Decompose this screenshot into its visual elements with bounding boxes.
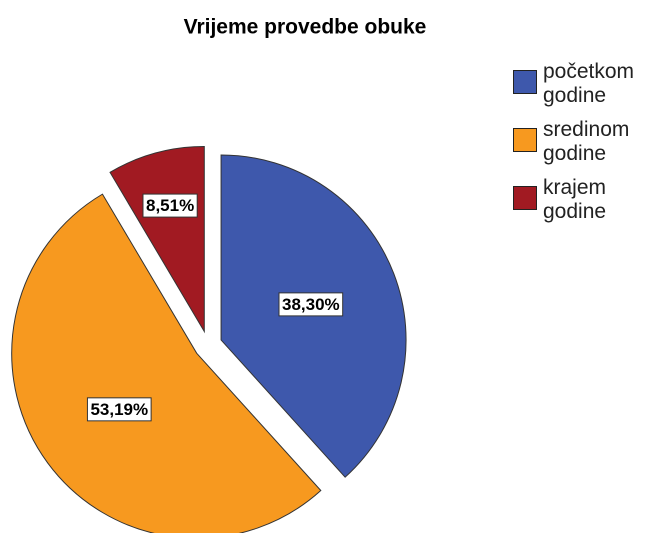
legend-swatch [513, 186, 537, 210]
legend-item: sredinom godine [513, 118, 653, 166]
legend-label: početkom godine [543, 60, 635, 107]
legend-swatch [513, 128, 537, 152]
legend-swatch [513, 70, 537, 94]
legend-label: sredinom godine [543, 118, 630, 165]
data-label: 8,51% [146, 196, 194, 215]
pie-slice [109, 145, 205, 334]
legend-label: krajem godine [543, 176, 607, 223]
legend-item: krajem godine [513, 176, 653, 224]
data-label-box [86, 397, 152, 422]
data-label: 38,30% [282, 295, 340, 314]
data-label: 53,19% [90, 400, 148, 419]
data-label-box [142, 193, 198, 218]
legend: početkom godine sredinom godine krajem god… [513, 60, 653, 234]
legend-item: početkom godine [513, 60, 653, 108]
pie-slice [11, 193, 322, 533]
data-label-box [278, 292, 344, 317]
chart-title: Vrijeme provedbe obuke [184, 16, 427, 39]
